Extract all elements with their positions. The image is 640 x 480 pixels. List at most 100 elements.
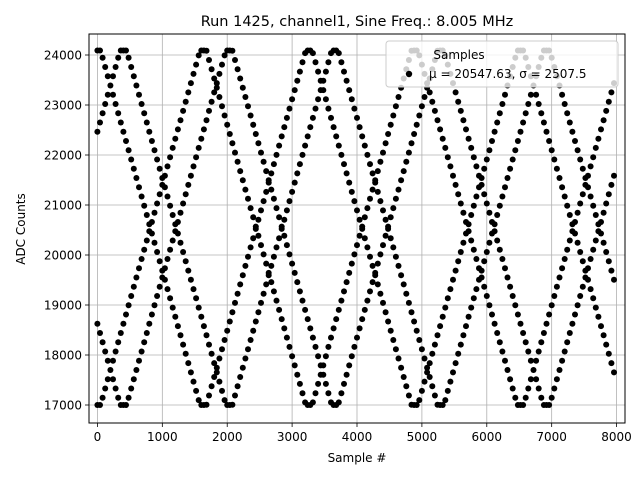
data-point bbox=[211, 360, 218, 367]
data-point bbox=[281, 216, 288, 223]
data-point bbox=[377, 158, 384, 165]
data-point bbox=[595, 313, 602, 320]
data-point bbox=[476, 276, 482, 283]
data-point bbox=[141, 339, 148, 346]
data-point bbox=[107, 82, 114, 89]
data-point bbox=[431, 392, 438, 399]
data-point bbox=[234, 383, 241, 390]
data-point bbox=[603, 200, 610, 207]
data-point bbox=[470, 246, 477, 253]
data-point bbox=[395, 355, 402, 362]
data-point bbox=[270, 161, 277, 168]
data-point bbox=[258, 207, 264, 214]
data-point bbox=[294, 279, 301, 286]
data-point bbox=[224, 327, 231, 334]
data-point bbox=[206, 57, 212, 63]
data-point bbox=[169, 212, 176, 218]
data-point bbox=[491, 221, 498, 228]
data-point bbox=[455, 258, 462, 265]
data-point bbox=[377, 198, 384, 205]
data-point bbox=[481, 258, 488, 265]
data-point bbox=[185, 181, 192, 188]
data-point bbox=[400, 168, 407, 175]
data-point bbox=[533, 376, 540, 383]
data-point bbox=[577, 249, 584, 255]
data-point bbox=[486, 302, 493, 309]
data-point bbox=[133, 175, 140, 181]
data-point bbox=[333, 133, 340, 140]
data-point bbox=[281, 124, 288, 131]
x-tick-label: 3000 bbox=[277, 430, 308, 444]
data-point bbox=[579, 191, 586, 198]
data-point bbox=[574, 302, 581, 309]
data-point bbox=[390, 205, 397, 212]
data-point bbox=[190, 163, 197, 170]
data-point bbox=[392, 195, 399, 202]
data-point bbox=[325, 59, 332, 66]
data-point bbox=[590, 295, 597, 302]
data-point bbox=[605, 191, 612, 198]
data-point bbox=[151, 302, 158, 309]
data-point bbox=[203, 401, 210, 408]
data-point bbox=[216, 94, 223, 100]
data-point bbox=[426, 89, 433, 96]
data-point bbox=[382, 140, 389, 147]
data-point bbox=[167, 295, 174, 302]
data-point bbox=[587, 256, 594, 262]
data-point bbox=[468, 144, 475, 151]
data-point bbox=[380, 242, 386, 249]
data-point bbox=[369, 186, 376, 193]
data-point bbox=[577, 200, 584, 207]
data-point bbox=[325, 390, 332, 397]
data-point bbox=[354, 114, 360, 121]
data-point bbox=[172, 313, 179, 320]
data-point bbox=[512, 147, 519, 154]
data-point bbox=[338, 390, 345, 397]
data-point bbox=[605, 258, 612, 265]
x-tick-label: 8000 bbox=[601, 430, 632, 444]
data-point bbox=[592, 144, 599, 151]
x-tick-label: 2000 bbox=[212, 430, 243, 444]
data-point bbox=[242, 186, 249, 193]
data-point bbox=[499, 193, 506, 200]
data-point bbox=[273, 244, 280, 251]
data-point bbox=[247, 337, 254, 343]
data-point bbox=[390, 337, 397, 343]
data-point bbox=[369, 170, 376, 177]
data-point bbox=[369, 279, 376, 286]
data-point bbox=[167, 202, 174, 209]
data-point bbox=[470, 295, 477, 302]
data-point bbox=[206, 392, 212, 399]
data-point bbox=[502, 91, 508, 98]
data-point bbox=[120, 320, 127, 327]
data-point bbox=[566, 330, 573, 336]
data-point bbox=[556, 274, 563, 281]
data-point bbox=[187, 80, 194, 87]
data-point bbox=[569, 221, 576, 228]
data-point bbox=[447, 378, 454, 385]
data-point bbox=[611, 276, 617, 283]
data-point bbox=[600, 332, 607, 339]
data-point bbox=[203, 117, 210, 124]
data-point bbox=[133, 367, 140, 373]
data-point bbox=[455, 98, 462, 105]
data-point bbox=[138, 256, 145, 262]
data-point bbox=[206, 107, 212, 114]
data-point bbox=[595, 221, 602, 228]
data-point bbox=[590, 202, 597, 209]
data-point bbox=[364, 151, 371, 158]
data-point bbox=[296, 161, 303, 168]
data-point bbox=[208, 66, 215, 73]
data-point bbox=[169, 304, 176, 311]
data-point bbox=[281, 232, 288, 239]
data-point bbox=[551, 293, 558, 299]
data-point bbox=[351, 105, 358, 112]
data-point bbox=[195, 52, 202, 59]
data-point bbox=[164, 256, 171, 262]
data-point bbox=[247, 244, 254, 251]
y-tick-label: 19000 bbox=[44, 299, 82, 313]
data-point bbox=[460, 117, 467, 124]
data-point bbox=[450, 276, 456, 283]
data-point bbox=[496, 202, 503, 209]
data-point bbox=[538, 394, 545, 401]
